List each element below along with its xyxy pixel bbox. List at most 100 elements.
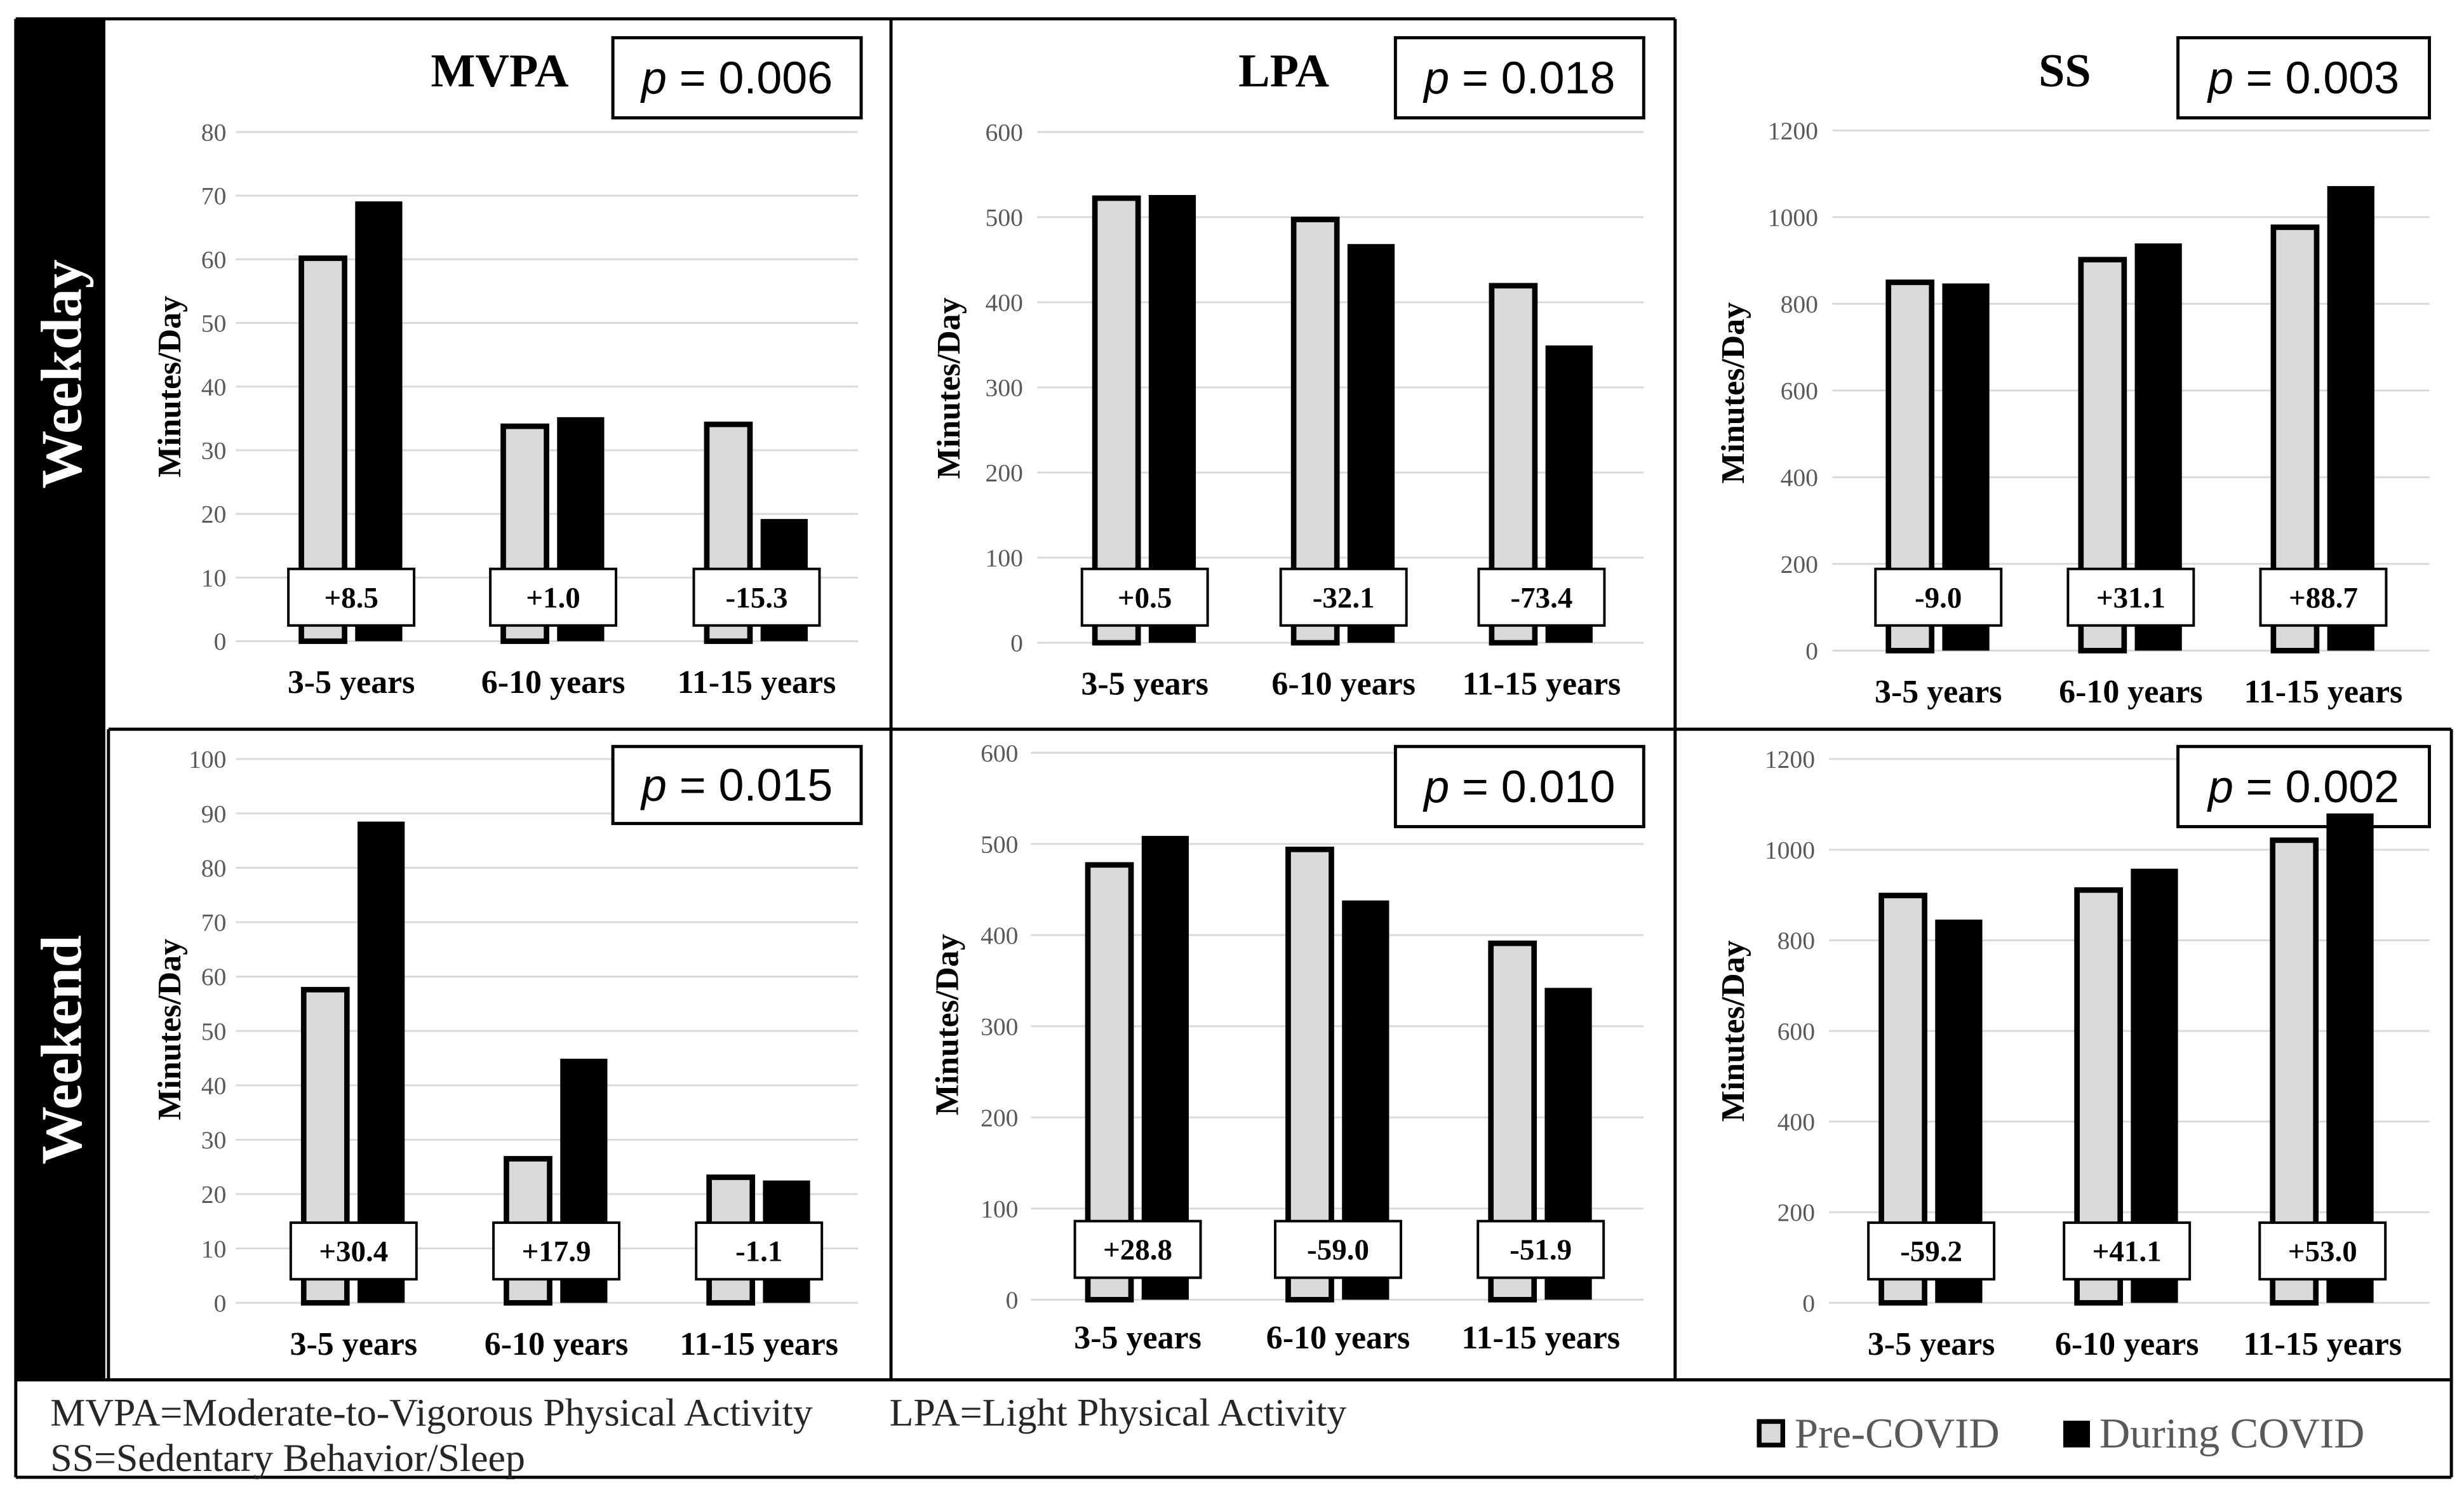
y-tick-label: 0	[1010, 629, 1023, 657]
y-tick-label: 40	[201, 1071, 227, 1099]
x-category-label: 11-15 years	[680, 1326, 838, 1362]
y-tick-label: 1000	[1765, 836, 1815, 864]
legend-swatch-pre-covid	[1757, 1419, 1785, 1447]
chart-title: SS	[2039, 45, 2091, 97]
p-value-box: p = 0.002	[2176, 744, 2431, 829]
category-group-11-15-years: -15.3 11-15 years	[678, 421, 836, 701]
p-value-number: = 0.003	[2246, 53, 2399, 104]
p-value-frame	[2176, 36, 2431, 120]
difference-label: -9.0	[1915, 581, 1962, 614]
y-tick-label: 600	[981, 739, 1018, 767]
y-axis: 0 100 200 300 400 500 600	[986, 118, 1644, 657]
category-group-11-15-years: -51.9 11-15 years	[1461, 940, 1620, 1356]
y-tick-label: 400	[1781, 464, 1818, 492]
x-category-label: 3-5 years	[288, 664, 415, 701]
row-label-weekday: Weekday	[29, 259, 94, 488]
category-group-11-15-years: +53.0 11-15 years	[2243, 813, 2402, 1362]
chart-panel-5: 0 100 200 300 400 500 600 Minutes/Day p = 0.010 +2…	[930, 739, 1645, 1356]
y-tick-label: 60	[201, 963, 227, 991]
difference-box	[2066, 567, 2195, 627]
difference-label: +17.9	[521, 1235, 591, 1268]
y-tick-label: 100	[189, 746, 226, 774]
y-tick-label: 400	[1778, 1108, 1815, 1136]
chart-title: MVPA	[431, 45, 568, 97]
difference-box	[1274, 1219, 1402, 1279]
category-group-6-10-years: -59.0 6-10 years	[1266, 847, 1410, 1356]
y-tick-label: 60	[201, 246, 227, 274]
p-value-label: p = 0.010	[1423, 762, 1615, 812]
footer: MVPA=Moderate-to-Vigorous Physical Activ…	[50, 1391, 2364, 1480]
chart-panel-3: 0 200 400 600 800 1000 1200 Minutes/Day SS p = 0.0…	[1715, 36, 2431, 710]
x-category-label: 11-15 years	[1461, 1320, 1620, 1356]
p-value-label: p = 0.015	[640, 760, 833, 811]
y-tick-label: 10	[201, 1235, 227, 1263]
x-category-label: 6-10 years	[485, 1326, 629, 1362]
y-tick-label: 400	[981, 922, 1018, 950]
x-category-label: 6-10 years	[2059, 674, 2203, 710]
category-group-3-5-years: +30.4 3-5 years	[289, 821, 418, 1362]
x-category-label: 6-10 years	[481, 664, 626, 701]
y-tick-label: 20	[201, 500, 227, 528]
y-tick-label: 20	[201, 1181, 227, 1209]
difference-label: -32.1	[1313, 581, 1375, 614]
difference-box	[2258, 1221, 2387, 1281]
difference-label: +1.0	[526, 581, 580, 614]
category-group-6-10-years: +41.1 6-10 years	[2055, 868, 2199, 1362]
p-value-frame	[1393, 744, 1645, 829]
difference-label: +30.4	[319, 1235, 388, 1268]
definition-lpa: LPA=Light Physical Activity	[890, 1391, 1347, 1434]
y-tick-label: 100	[986, 544, 1023, 572]
y-axis-label: Minutes/Day	[1715, 302, 1751, 484]
p-value-frame	[1393, 36, 1645, 120]
p-value-frame	[2176, 744, 2431, 829]
difference-label: -15.3	[726, 581, 788, 614]
difference-box	[1867, 1221, 1996, 1281]
difference-label: -59.0	[1307, 1233, 1369, 1266]
difference-label: +53.0	[2288, 1235, 2357, 1268]
difference-box	[1279, 567, 1408, 627]
difference-box	[695, 1221, 824, 1281]
row-label-strip	[15, 18, 105, 1380]
difference-box	[692, 567, 821, 627]
p-value-label: p = 0.018	[1423, 53, 1615, 104]
y-tick-label: 300	[986, 374, 1023, 402]
y-axis-label: Minutes/Day	[1715, 940, 1751, 1122]
y-tick-label: 200	[986, 459, 1023, 487]
category-group-6-10-years: -32.1 6-10 years	[1271, 217, 1416, 702]
y-tick-label: 600	[986, 118, 1023, 146]
difference-box	[489, 567, 618, 627]
y-tick-label: 300	[981, 1012, 1018, 1040]
difference-box	[1874, 567, 2003, 627]
y-axis-label: Minutes/Day	[930, 934, 966, 1115]
p-value-frame	[611, 36, 863, 120]
p-value-symbol: p	[1423, 762, 1449, 812]
category-group-6-10-years: +1.0 6-10 years	[481, 417, 626, 701]
y-tick-label: 0	[214, 628, 227, 655]
x-category-label: 3-5 years	[1875, 674, 2002, 710]
y-axis-label: Minutes/Day	[931, 297, 967, 479]
x-category-label: 6-10 years	[1266, 1320, 1410, 1356]
row-label-weekend: Weekend	[29, 935, 94, 1164]
difference-label: -51.9	[1510, 1233, 1572, 1266]
y-tick-label: 80	[201, 854, 227, 882]
x-category-label: 3-5 years	[290, 1326, 418, 1362]
difference-label: +0.5	[1118, 581, 1172, 614]
p-value-number: = 0.002	[2246, 762, 2399, 812]
legend: Pre-COVID During COVID	[1757, 1410, 2364, 1457]
chart-panel-2: 0 100 200 300 400 500 600 Minutes/Day LPA p = 0.01…	[931, 36, 1645, 702]
p-value-box: p = 0.018	[1393, 36, 1645, 120]
x-category-label: 6-10 years	[2055, 1326, 2199, 1362]
legend-label-pre-covid: Pre-COVID	[1795, 1410, 2000, 1457]
x-category-label: 3-5 years	[1081, 666, 1209, 702]
difference-label: +8.5	[324, 581, 378, 614]
category-group-11-15-years: -1.1 11-15 years	[680, 1174, 838, 1362]
difference-label: -73.4	[1511, 581, 1573, 614]
bar-during-covid-11-15-years	[2326, 813, 2374, 1303]
y-tick-label: 1200	[1765, 746, 1815, 774]
p-value-label: p = 0.003	[2207, 53, 2399, 104]
difference-box	[1073, 1219, 1202, 1279]
definition-ss: SS=Sedentary Behavior/Sleep	[50, 1437, 525, 1480]
definition-mvpa: MVPA=Moderate-to-Vigorous Physical Activ…	[50, 1391, 812, 1434]
category-group-3-5-years: +8.5 3-5 years	[287, 201, 416, 701]
difference-label: -59.2	[1900, 1235, 1962, 1268]
